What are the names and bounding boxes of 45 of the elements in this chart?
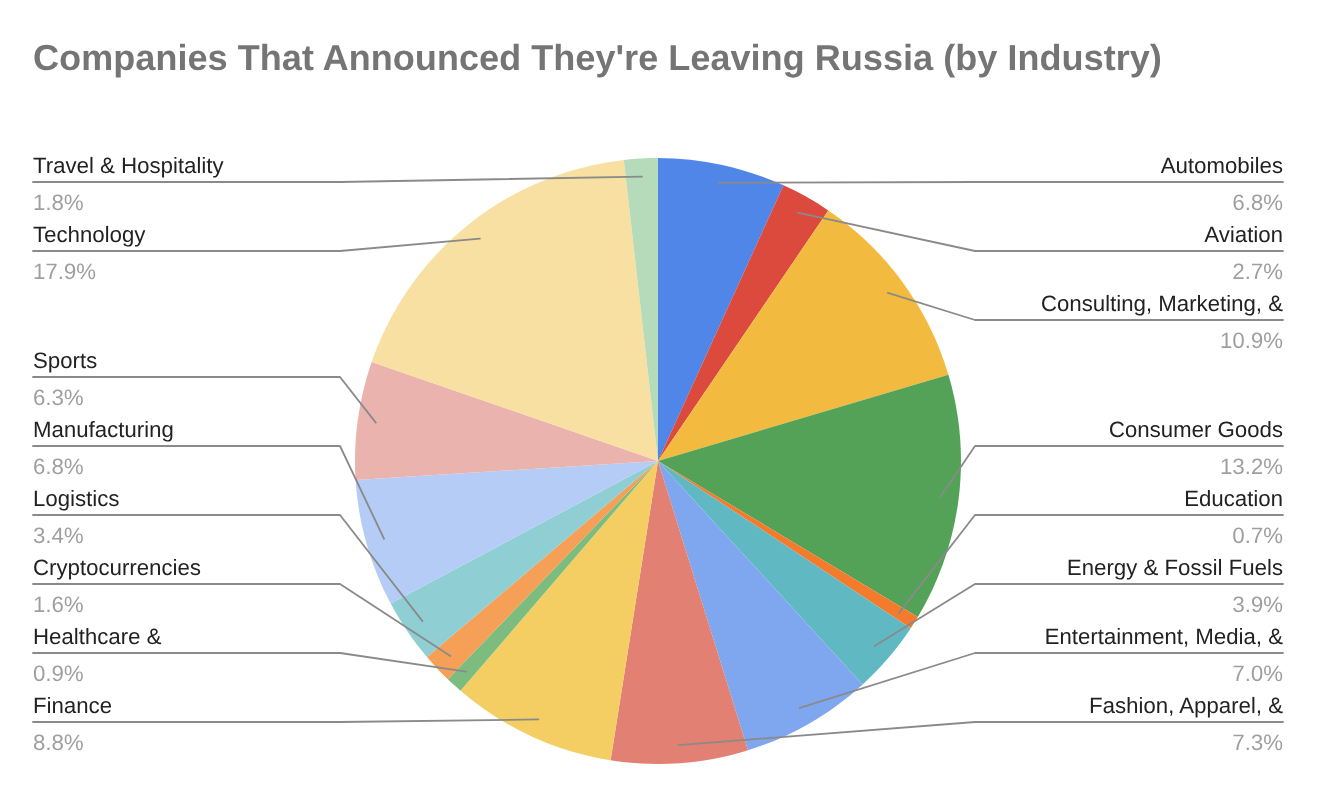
slice-label: Travel & Hospitality [33,156,224,178]
data-label: 13.2% [1221,458,1283,475]
slice-label: Finance [34,696,112,714]
data-label: 17.9% [34,263,96,280]
pie-slice [658,374,961,617]
slice-label: Energy & Fossil Fuels [1068,558,1283,580]
slice-label: Technology [33,225,146,247]
data-label: 1.8% [34,194,83,211]
data-label: 0.7% [1233,527,1283,544]
pie-slice [610,461,748,764]
slice-label: Automobiles [1160,156,1283,174]
pie-slice [371,159,658,461]
data-label: 7.0% [1233,665,1283,682]
slice-label: Aviation [1204,225,1282,243]
slice-label: Logistics [34,489,119,511]
pie-slice [658,158,784,461]
data-label: 1.6% [34,596,83,613]
data-label: 6.8% [1233,194,1283,211]
slice-label: Consulting, Marketing, & [1042,294,1283,316]
pie-slice [658,210,949,461]
slice-label: Education [1185,489,1282,507]
pie-slice [658,461,911,685]
chart-title: Companies That Announced They're Leaving Russia (by Industry) [34,43,1161,78]
slice-label: Cryptocurrencies [34,558,201,580]
slice-label: Sports [34,352,97,373]
slice-label: Healthcare & [34,627,162,645]
data-label: 10.9% [1221,332,1283,349]
data-label: 3.9% [1233,596,1283,613]
pie-slice [390,461,658,658]
data-label: 3.4% [33,527,83,544]
pie-slice [355,461,658,604]
slice-label: Entertainment, Media, & [1046,627,1283,647]
data-label: 0.9% [33,665,83,682]
pie-slice [658,461,863,751]
data-label: 7.3% [1233,734,1283,751]
data-label: 2.7% [1233,263,1283,280]
pie-slice [355,361,658,481]
data-label: 8.8% [33,734,83,751]
slice-label: Consumer Goods [1109,420,1283,438]
slice-label: Manufacturing [34,420,173,442]
pie-slice [658,185,829,461]
data-label: 6.3% [34,389,83,406]
pie-slice [460,461,658,761]
data-label: 6.8% [34,458,83,475]
slice-label: Fashion, Apparel, & [1090,696,1283,718]
